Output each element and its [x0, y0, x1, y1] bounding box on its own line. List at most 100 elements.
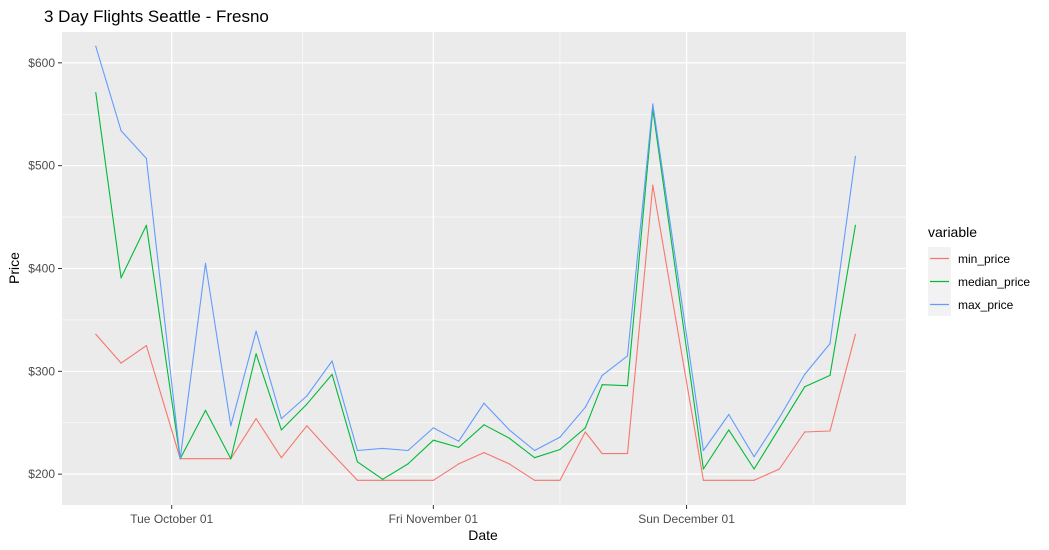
data-point	[753, 479, 755, 481]
data-point	[652, 103, 654, 105]
series-lines	[95, 45, 856, 481]
legend-item-median-price: median_price	[928, 270, 1030, 293]
data-point	[804, 373, 806, 376]
data-point	[508, 429, 510, 431]
data-point	[255, 330, 257, 332]
y-tick-label: $200	[28, 467, 55, 481]
y-axis: $200 $300 $400 $500 $600	[28, 56, 62, 481]
data-point	[584, 427, 586, 429]
data-point	[854, 224, 856, 226]
data-point	[728, 479, 730, 481]
data-point	[145, 157, 147, 160]
x-axis: Tue October 01 Fri November 01 Sun Decembe…	[130, 505, 735, 526]
data-point	[626, 385, 629, 387]
data-point	[306, 403, 308, 405]
data-point	[95, 92, 97, 94]
data-point	[145, 345, 147, 347]
data-point	[508, 463, 510, 465]
legend-label: min_price	[958, 252, 1010, 266]
data-point	[306, 395, 308, 397]
data-point	[356, 461, 358, 463]
data-point	[432, 439, 434, 441]
data-point	[559, 436, 561, 438]
data-point	[280, 457, 283, 459]
data-point	[559, 479, 561, 481]
data-point	[230, 425, 232, 427]
data-point	[230, 458, 232, 460]
chart-title: 3 Day Flights Seattle - Fresno	[44, 7, 269, 26]
data-point	[804, 431, 806, 433]
data-point	[702, 479, 705, 481]
legend: variable min_price median_price max_price	[928, 224, 1030, 316]
data-point	[829, 374, 831, 377]
data-point	[534, 457, 536, 459]
data-point	[778, 427, 781, 429]
data-point	[829, 342, 831, 345]
series-line-median-price	[95, 92, 856, 480]
data-point	[204, 458, 207, 460]
data-point	[778, 468, 781, 470]
data-point	[626, 452, 629, 455]
major-gridlines	[62, 32, 906, 505]
legend-title: variable	[928, 224, 977, 240]
y-tick-label: $500	[28, 159, 55, 173]
x-axis-title: Date	[468, 527, 498, 543]
data-point	[95, 45, 97, 47]
data-point	[508, 437, 510, 439]
data-point	[753, 456, 755, 458]
data-point	[626, 355, 629, 357]
data-point	[483, 402, 485, 404]
legend-item-min-price: min_price	[928, 247, 1010, 270]
data-point	[458, 463, 460, 465]
data-point	[458, 446, 460, 449]
x-tick-label: Sun December 01	[638, 512, 735, 526]
data-point	[407, 479, 409, 481]
data-point	[559, 448, 561, 451]
data-point	[382, 479, 384, 481]
data-point	[331, 373, 333, 376]
y-axis-title: Price	[6, 252, 22, 284]
data-point	[356, 479, 358, 481]
data-point	[483, 424, 485, 426]
series-points-min-price	[95, 184, 856, 481]
data-point	[356, 449, 358, 452]
data-point	[829, 430, 831, 432]
data-point	[280, 429, 283, 431]
data-point	[120, 362, 122, 364]
data-point	[204, 409, 207, 411]
data-point	[728, 429, 730, 431]
series-line-min-price	[95, 184, 856, 481]
data-point	[778, 416, 781, 419]
data-point	[95, 333, 97, 335]
data-point	[120, 277, 122, 279]
data-point	[120, 130, 122, 132]
data-point	[534, 449, 536, 452]
data-point	[854, 155, 856, 158]
data-point	[584, 406, 586, 408]
data-point	[854, 333, 856, 335]
data-point	[702, 449, 705, 452]
y-tick-label: $400	[28, 262, 55, 276]
data-point	[728, 413, 730, 416]
data-point	[702, 468, 705, 470]
data-point	[601, 452, 603, 455]
data-point	[432, 479, 434, 481]
x-tick-label: Fri November 01	[389, 512, 479, 526]
legend-label: max_price	[958, 298, 1014, 312]
legend-item-max-price: max_price	[928, 293, 1014, 316]
data-point	[331, 452, 333, 455]
data-point	[483, 451, 485, 454]
data-point	[255, 353, 257, 355]
data-point	[804, 386, 806, 388]
data-point	[255, 418, 257, 420]
y-tick-label: $300	[28, 364, 55, 378]
data-point	[534, 479, 536, 481]
series-points-max-price	[95, 45, 856, 460]
data-point	[753, 468, 755, 470]
data-point	[432, 427, 434, 429]
data-point	[601, 384, 603, 386]
data-point	[382, 478, 384, 480]
data-point	[584, 431, 586, 433]
data-point	[145, 224, 147, 226]
